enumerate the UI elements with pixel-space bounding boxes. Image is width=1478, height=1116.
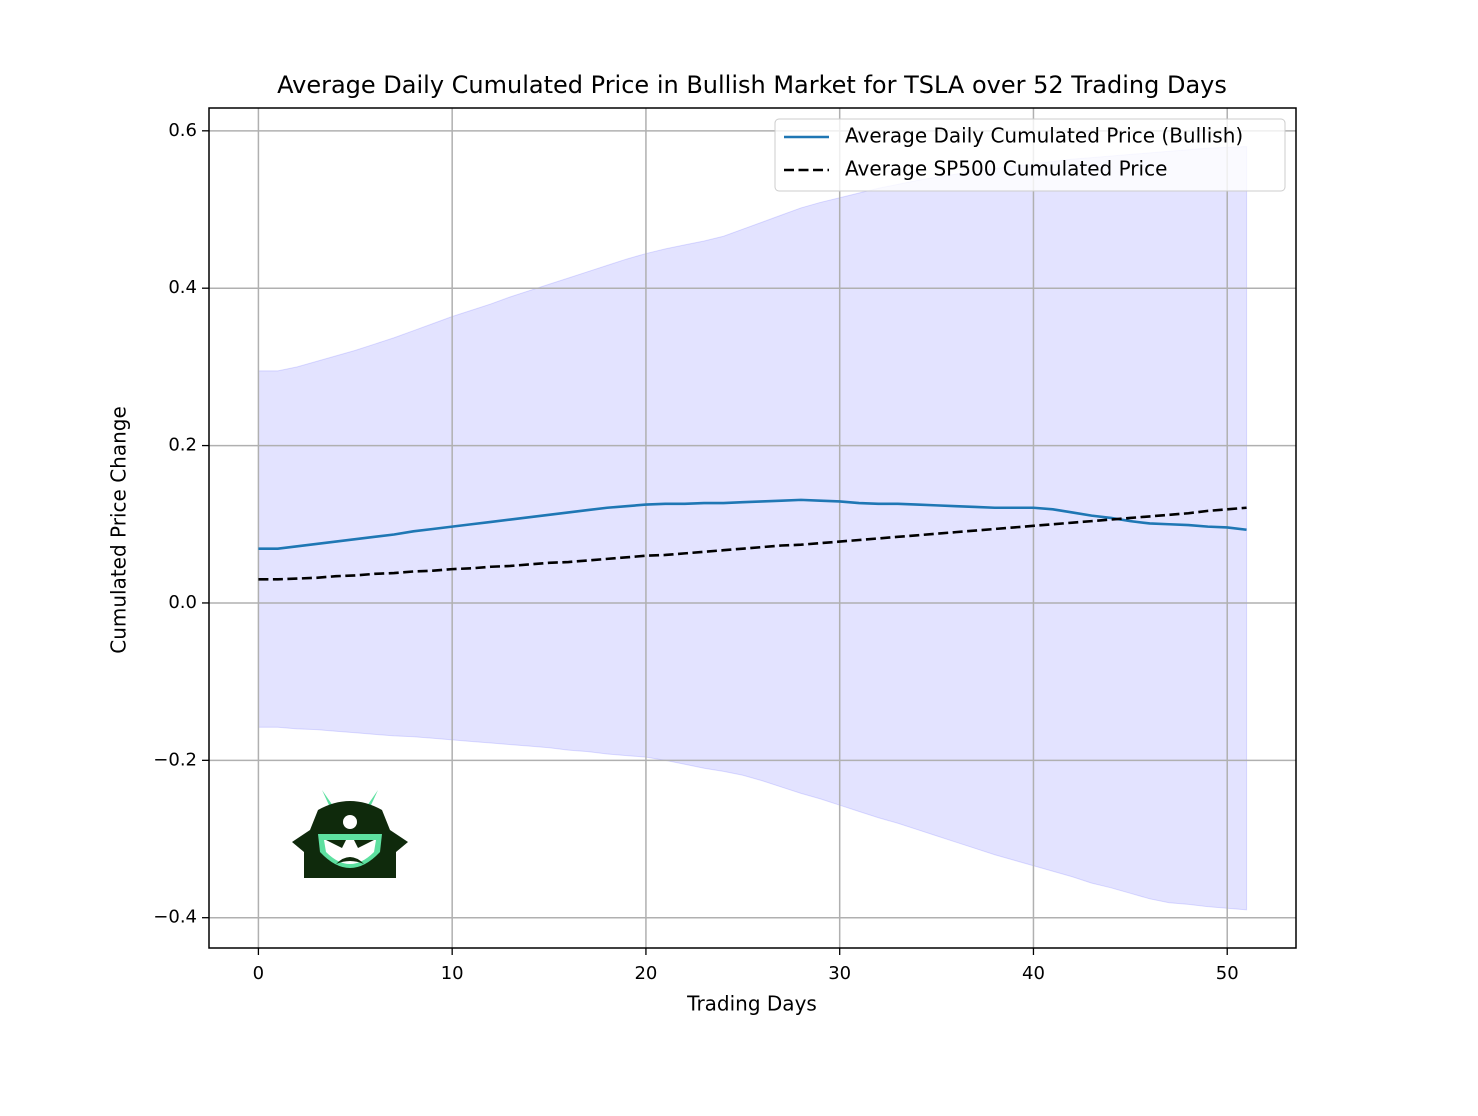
x-tick-label: 50 [1216, 963, 1239, 984]
x-tick-label: 40 [1022, 963, 1045, 984]
plot-area [209, 108, 1296, 948]
y-tick-label: 0.4 [168, 277, 197, 298]
x-tick-label: 30 [828, 963, 851, 984]
x-tick-label: 10 [441, 963, 464, 984]
legend-box [774, 118, 1286, 192]
legend-label: Average SP500 Cumulated Price [845, 157, 1167, 181]
y-tick-label: −0.4 [153, 907, 197, 928]
axes-frame [208, 107, 1297, 949]
logo [292, 790, 408, 878]
legend-label: Average Daily Cumulated Price (Bullish) [845, 124, 1243, 148]
line-series [258, 506, 1247, 581]
x-tick-label: 0 [253, 963, 264, 984]
y-tick-label: 0.0 [168, 592, 197, 613]
y-axis-label: Cumulated Price Change [107, 406, 131, 654]
confidence-band [257, 146, 1248, 911]
x-tick-label: 20 [634, 963, 657, 984]
y-tick-label: −0.2 [153, 749, 197, 770]
x-axis-label: Trading Days [686, 992, 817, 1016]
y-tick-label: 0.2 [168, 435, 197, 456]
legend: Average Daily Cumulated Price (Bullish) A… [774, 118, 1286, 192]
chart-title: Average Daily Cumulated Price in Bullish… [277, 71, 1227, 99]
line-series [258, 498, 1247, 550]
y-tick-label: 0.6 [168, 120, 197, 141]
